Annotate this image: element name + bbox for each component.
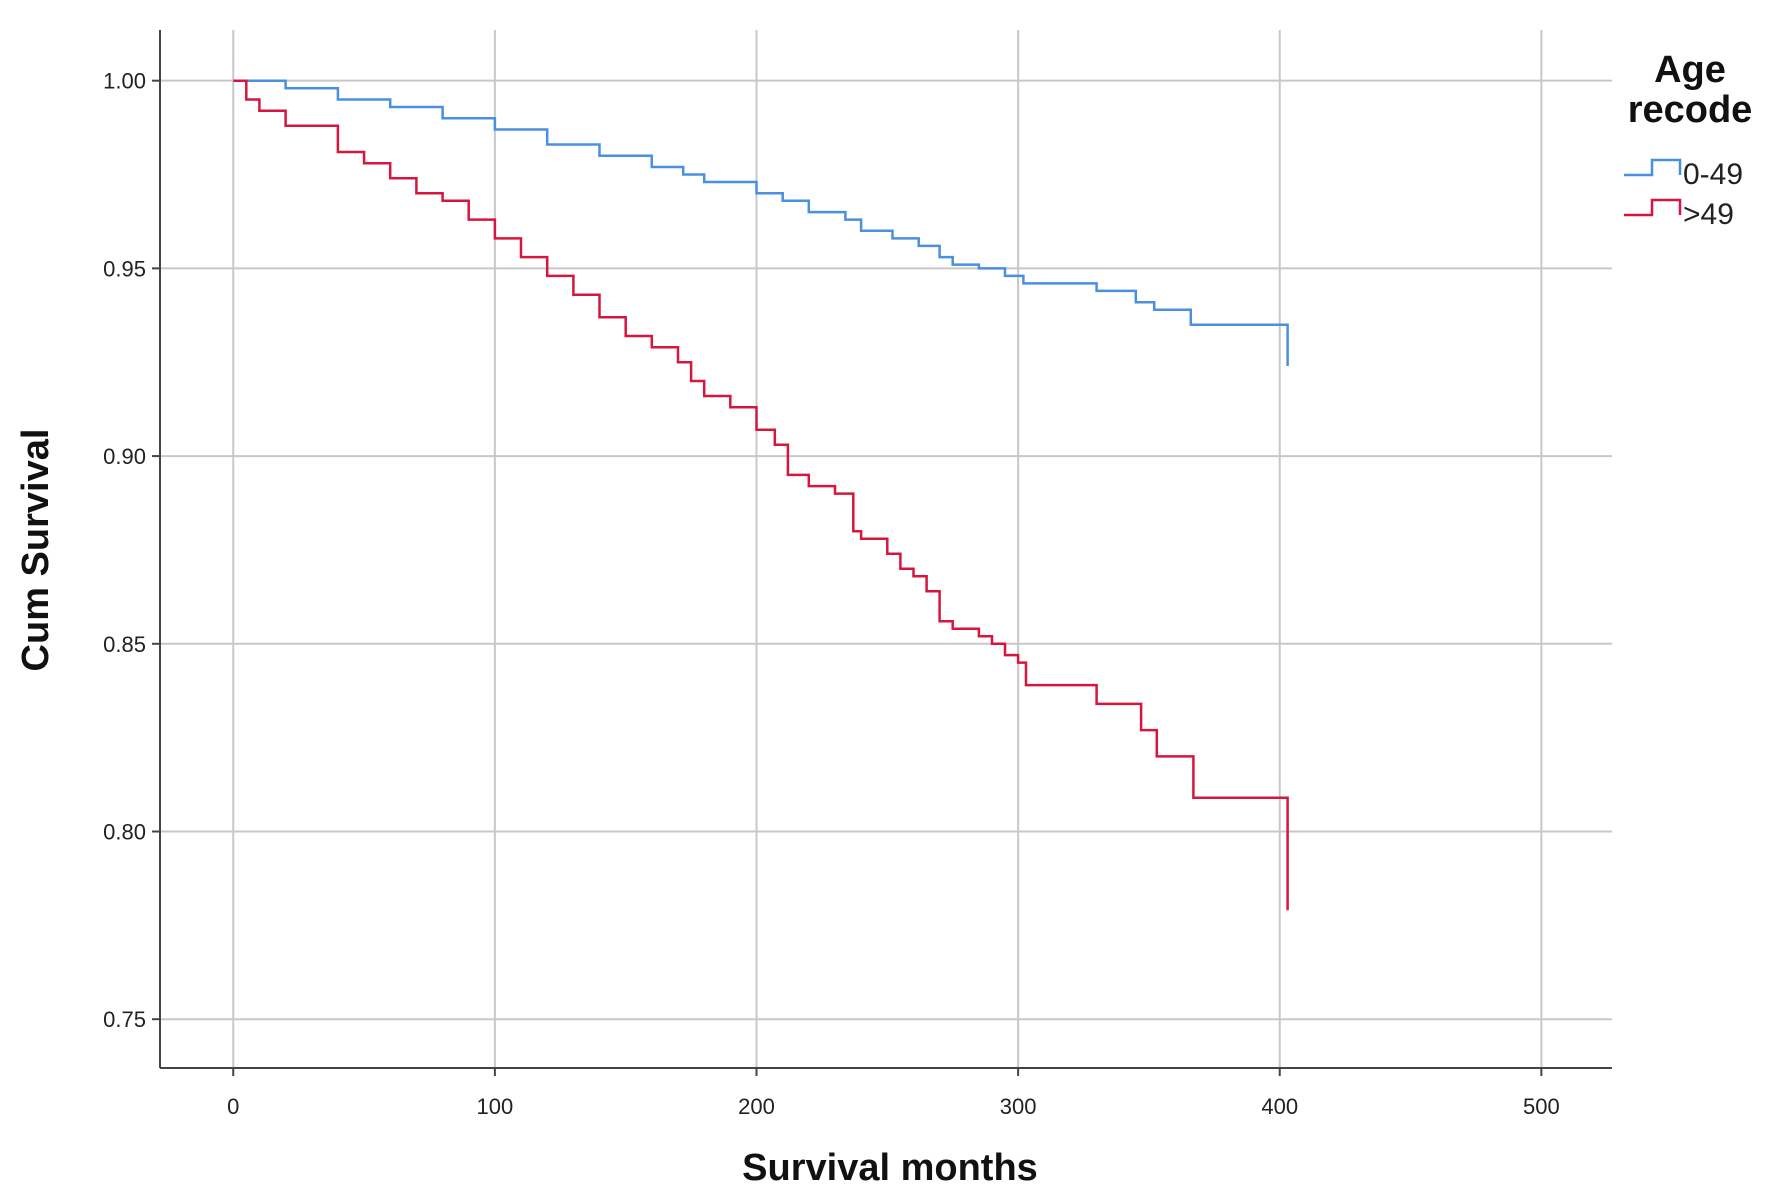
legend-label: >49: [1683, 198, 1734, 231]
axes: [159, 30, 1612, 1069]
x-tick-label: 500: [1523, 1094, 1560, 1119]
y-tick-label: 1.00: [103, 69, 146, 94]
legend-swatch: [1624, 158, 1682, 177]
x-tick-label: 0: [227, 1094, 239, 1119]
y-tick-label: 0.90: [103, 444, 146, 469]
y-axis-ticks: 0.75 0.80 0.85 0.90 0.95 1.00: [103, 69, 160, 1032]
y-axis-title: Cum Survival: [15, 429, 57, 672]
legend-swatch: [1624, 198, 1682, 217]
legend-entries: 0-49 >49: [1624, 158, 1743, 231]
x-axis-title: Survival months: [742, 1147, 1038, 1189]
x-tick-label: 300: [1000, 1094, 1037, 1119]
y-tick-label: 0.95: [103, 256, 146, 281]
grid: [160, 30, 1612, 1068]
series-line-age-0-49: [233, 79, 1289, 366]
legend: Age recode 0-49 >49: [1624, 49, 1752, 231]
x-axis-ticks: 0 100 200 300 400 500: [227, 1068, 1560, 1119]
x-tick-label: 200: [738, 1094, 775, 1119]
y-tick-label: 0.75: [103, 1007, 146, 1032]
y-tick-label: 0.85: [103, 632, 146, 657]
x-tick-label: 400: [1261, 1094, 1298, 1119]
legend-label: 0-49: [1683, 158, 1743, 191]
x-tick-label: 100: [477, 1094, 514, 1119]
legend-title-line-1: Age: [1654, 49, 1726, 91]
y-tick-label: 0.80: [103, 819, 146, 844]
series-line-age-over-49: [233, 79, 1289, 911]
legend-title-line-2: recode: [1628, 89, 1753, 131]
series-layer: [233, 79, 1289, 911]
